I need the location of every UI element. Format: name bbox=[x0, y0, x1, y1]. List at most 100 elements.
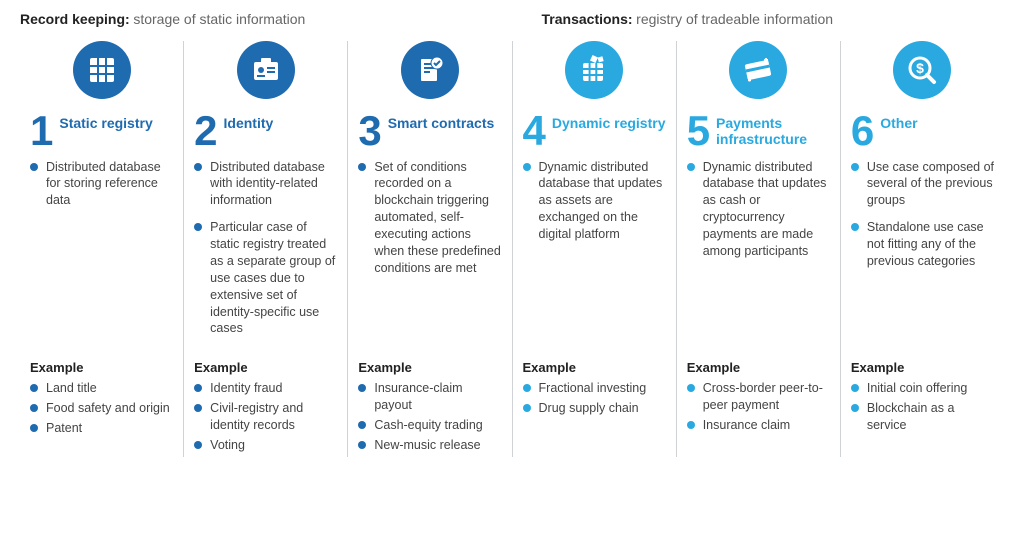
example-block: Fractional investing Drug supply chain bbox=[523, 380, 666, 417]
description-block: Dynamic distributed database that update… bbox=[687, 159, 830, 359]
dynamic-grid-icon bbox=[565, 41, 623, 99]
bullet-icon bbox=[358, 441, 366, 449]
header-right-label: Transactions: bbox=[542, 11, 633, 27]
header-transactions: Transactions: registry of tradeable info… bbox=[542, 10, 1004, 29]
bullet-icon bbox=[358, 421, 366, 429]
header-left-desc: storage of static information bbox=[133, 11, 305, 27]
bullet-icon bbox=[30, 384, 38, 392]
example-text: Cash-equity trading bbox=[374, 417, 482, 434]
column-number: 4 bbox=[523, 113, 546, 149]
example-item: Cross-border peer-to-peer payment bbox=[687, 380, 830, 414]
description-item: Distributed database with identity-relat… bbox=[194, 159, 337, 210]
dollar-search-icon-wrap: $ bbox=[851, 41, 994, 99]
example-text: Insurance claim bbox=[703, 417, 791, 434]
bullet-icon bbox=[194, 404, 202, 412]
column-1: 1Static registry Distributed database for… bbox=[20, 41, 183, 457]
description-block: Distributed database for storing referen… bbox=[30, 159, 173, 359]
example-label: Example bbox=[30, 359, 173, 377]
contract-icon bbox=[401, 41, 459, 99]
column-5: 5Payments infrastructure Dynamic distribu… bbox=[676, 41, 840, 457]
bullet-icon bbox=[194, 384, 202, 392]
description-item: Set of conditions recorded on a blockcha… bbox=[358, 159, 501, 277]
column-number: 2 bbox=[194, 113, 217, 149]
description-text: Dynamic distributed database that update… bbox=[703, 159, 830, 260]
description-text: Use case composed of several of the prev… bbox=[867, 159, 994, 210]
description-item: Use case composed of several of the prev… bbox=[851, 159, 994, 210]
bullet-icon bbox=[358, 384, 366, 392]
example-item: Blockchain as a service bbox=[851, 400, 994, 434]
description-text: Particular case of static registry treat… bbox=[210, 219, 337, 337]
column-title: Smart contracts bbox=[388, 113, 495, 131]
example-item: Land title bbox=[30, 380, 173, 397]
example-item: Insurance claim bbox=[687, 417, 830, 434]
column-4: 4Dynamic registry Dynamic distributed dat… bbox=[512, 41, 676, 457]
dollar-search-icon: $ bbox=[893, 41, 951, 99]
example-text: Identity fraud bbox=[210, 380, 282, 397]
example-label: Example bbox=[687, 359, 830, 377]
example-text: Insurance-claim payout bbox=[374, 380, 501, 414]
grid-icon-wrap bbox=[30, 41, 173, 99]
column-2: 2Identity Distributed database with ident… bbox=[183, 41, 347, 457]
bullet-icon bbox=[523, 404, 531, 412]
bullet-icon bbox=[687, 384, 695, 392]
example-text: Fractional investing bbox=[539, 380, 647, 397]
description-block: Dynamic distributed database that update… bbox=[523, 159, 666, 359]
bullet-icon bbox=[30, 404, 38, 412]
column-title: Static registry bbox=[59, 113, 152, 131]
header-right-desc: registry of tradeable information bbox=[636, 11, 833, 27]
example-text: Voting bbox=[210, 437, 245, 454]
example-text: Drug supply chain bbox=[539, 400, 639, 417]
example-item: Drug supply chain bbox=[523, 400, 666, 417]
title-row: 4Dynamic registry bbox=[523, 113, 666, 149]
bullet-icon bbox=[851, 404, 859, 412]
example-text: Blockchain as a service bbox=[867, 400, 994, 434]
header-left-label: Record keeping: bbox=[20, 11, 130, 27]
example-item: Fractional investing bbox=[523, 380, 666, 397]
example-item: Identity fraud bbox=[194, 380, 337, 397]
example-block: Initial coin offering Blockchain as a ser… bbox=[851, 380, 994, 434]
title-row: 5Payments infrastructure bbox=[687, 113, 830, 149]
example-item: Insurance-claim payout bbox=[358, 380, 501, 414]
example-label: Example bbox=[523, 359, 666, 377]
example-label: Example bbox=[194, 359, 337, 377]
example-text: Land title bbox=[46, 380, 97, 397]
description-block: Distributed database with identity-relat… bbox=[194, 159, 337, 359]
description-text: Set of conditions recorded on a blockcha… bbox=[374, 159, 501, 277]
svg-text:$: $ bbox=[917, 60, 925, 76]
column-title: Other bbox=[880, 113, 917, 131]
example-block: Insurance-claim payout Cash-equity tradin… bbox=[358, 380, 501, 454]
id-card-icon-wrap bbox=[194, 41, 337, 99]
description-block: Set of conditions recorded on a blockcha… bbox=[358, 159, 501, 359]
title-row: 3Smart contracts bbox=[358, 113, 501, 149]
bullet-icon bbox=[687, 163, 695, 171]
example-text: Food safety and origin bbox=[46, 400, 170, 417]
description-item: Distributed database for storing referen… bbox=[30, 159, 173, 210]
column-3: 3Smart contracts Set of conditions record… bbox=[347, 41, 511, 457]
example-text: Patent bbox=[46, 420, 82, 437]
dynamic-grid-icon-wrap bbox=[523, 41, 666, 99]
example-label: Example bbox=[851, 359, 994, 377]
title-row: 2Identity bbox=[194, 113, 337, 149]
example-item: Patent bbox=[30, 420, 173, 437]
bullet-icon bbox=[523, 163, 531, 171]
bullet-icon bbox=[687, 421, 695, 429]
description-item: Standalone use case not fitting any of t… bbox=[851, 219, 994, 270]
title-row: 6Other bbox=[851, 113, 994, 149]
title-row: 1Static registry bbox=[30, 113, 173, 149]
grid-icon bbox=[73, 41, 131, 99]
bullet-icon bbox=[851, 163, 859, 171]
example-item: Voting bbox=[194, 437, 337, 454]
example-label: Example bbox=[358, 359, 501, 377]
description-text: Standalone use case not fitting any of t… bbox=[867, 219, 994, 270]
bullet-icon bbox=[358, 163, 366, 171]
column-title: Payments infrastructure bbox=[716, 113, 830, 147]
description-text: Distributed database for storing referen… bbox=[46, 159, 173, 210]
description-item: Particular case of static registry treat… bbox=[194, 219, 337, 337]
description-item: Dynamic distributed database that update… bbox=[687, 159, 830, 260]
example-text: Initial coin offering bbox=[867, 380, 968, 397]
description-item: Dynamic distributed database that update… bbox=[523, 159, 666, 243]
bullet-icon bbox=[30, 424, 38, 432]
id-card-icon bbox=[237, 41, 295, 99]
example-item: New-music release bbox=[358, 437, 501, 454]
example-text: Civil-registry and identity records bbox=[210, 400, 337, 434]
